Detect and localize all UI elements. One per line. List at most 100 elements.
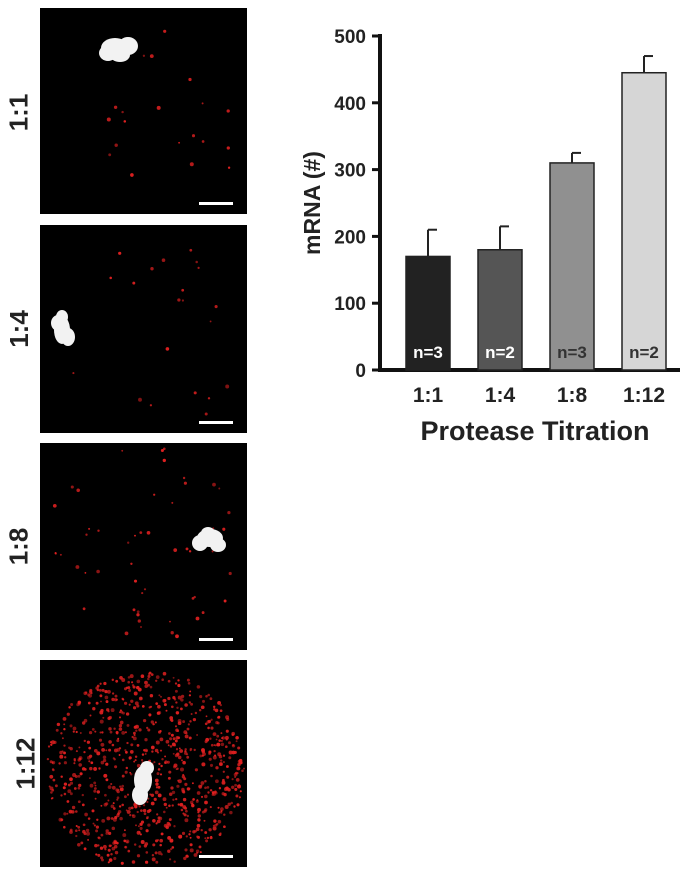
mrna-spot: [214, 754, 217, 757]
mrna-spot: [147, 672, 151, 676]
micrograph-1-12-image: [46, 671, 245, 865]
mrna-spot: [150, 801, 155, 806]
mrna-spot: [104, 695, 109, 700]
mrna-spot: [218, 762, 223, 767]
mrna-spot: [184, 818, 189, 823]
mrna-spot: [232, 744, 235, 747]
mrna-spot: [221, 792, 225, 796]
mrna-spot: [235, 740, 238, 743]
mrna-spot: [174, 739, 178, 743]
y-axis-label: mRNA (#): [299, 151, 325, 255]
mrna-spot: [144, 680, 148, 685]
mrna-spot: [237, 766, 241, 770]
mrna-spot: [177, 736, 181, 740]
mrna-spot: [139, 833, 142, 836]
mrna-spot: [102, 844, 107, 849]
mrna-spot: [133, 734, 136, 737]
mrna-spot: [136, 679, 141, 684]
mrna-spot: [238, 796, 241, 799]
mrna-spot: [105, 749, 108, 752]
mrna-spot: [212, 826, 217, 831]
mrna-spot: [50, 797, 53, 800]
mrna-spot: [156, 105, 161, 110]
mrna-spot: [131, 814, 134, 817]
mrna-spot: [184, 751, 188, 755]
mrna-spot: [217, 806, 220, 809]
mrna-spot: [228, 741, 231, 745]
mrna-spot: [167, 776, 171, 780]
panel-label-1-1: 1:1: [3, 93, 34, 132]
mrna-spot: [186, 814, 190, 818]
mrna-spot: [70, 485, 74, 489]
nucleus: [99, 37, 138, 62]
mrna-spot: [140, 820, 145, 824]
mrna-spot: [137, 619, 141, 623]
mrna-spot: [197, 835, 200, 839]
mrna-spot: [104, 848, 107, 851]
mrna-spot: [110, 708, 115, 713]
mrna-spot: [46, 757, 50, 761]
mrna-spot: [147, 728, 151, 732]
mrna-spot: [150, 673, 154, 676]
mrna-spot: [216, 734, 220, 738]
mrna-spot: [152, 723, 155, 726]
mrna-spot: [50, 791, 53, 794]
mrna-spot: [112, 757, 115, 760]
mrna-spot: [169, 858, 172, 861]
mrna-spot: [111, 785, 116, 790]
mrna-spot: [136, 810, 139, 814]
mrna-spot: [94, 843, 98, 848]
mrna-spot: [144, 752, 147, 755]
mrna-spot: [81, 793, 84, 797]
x-tick-label: 1:8: [557, 384, 588, 407]
mrna-spot: [119, 787, 124, 792]
micrograph-1-1-image: [99, 29, 233, 205]
mrna-spot: [154, 778, 159, 783]
mrna-spot: [100, 856, 104, 860]
mrna-spot: [234, 787, 238, 791]
mrna-spot: [106, 689, 111, 694]
mrna-spot: [98, 767, 101, 770]
mrna-spot: [151, 750, 154, 753]
mrna-spot: [100, 760, 105, 765]
mrna-spot: [173, 860, 176, 863]
mrna-spot: [89, 783, 94, 788]
mrna-spot: [196, 823, 201, 828]
mrna-spot: [167, 849, 171, 853]
mrna-spot: [118, 754, 121, 756]
mrna-spot: [172, 798, 175, 801]
mrna-spot: [140, 809, 143, 812]
mrna-spot: [183, 481, 187, 485]
mrna-spot: [133, 579, 138, 583]
mrna-spot: [169, 716, 174, 720]
mrna-spot: [63, 812, 67, 816]
mrna-spot: [162, 447, 166, 451]
mrna-spot: [69, 724, 73, 728]
mrna-spot: [195, 827, 200, 832]
panel-label-1-8: 1:8: [3, 527, 34, 566]
micrograph-1-4-image: [51, 248, 233, 424]
mrna-spot: [233, 805, 236, 808]
mrna-spot: [122, 711, 125, 715]
mrna-spot: [88, 527, 91, 530]
mrna-spot: [221, 737, 224, 740]
mrna-spot: [175, 701, 178, 704]
mrna-spot: [138, 845, 142, 848]
mrna-spot: [168, 770, 172, 774]
mrna-spot: [111, 697, 115, 702]
mrna-spot: [165, 347, 170, 351]
mrna-spot: [181, 789, 186, 794]
mrna-spot: [201, 102, 204, 105]
mrna-spot: [89, 766, 93, 771]
mrna-spot: [148, 713, 152, 717]
mrna-spot: [147, 674, 151, 678]
mrna-spot: [119, 709, 122, 712]
mrna-spot: [138, 397, 142, 402]
mrna-spot: [83, 832, 87, 836]
mrna-spot: [111, 678, 115, 682]
mrna-spot: [140, 759, 144, 762]
mrna-spot: [186, 678, 190, 682]
micrograph-1-4: [40, 225, 247, 433]
mrna-spot: [209, 763, 214, 767]
mrna-spot: [193, 748, 196, 752]
